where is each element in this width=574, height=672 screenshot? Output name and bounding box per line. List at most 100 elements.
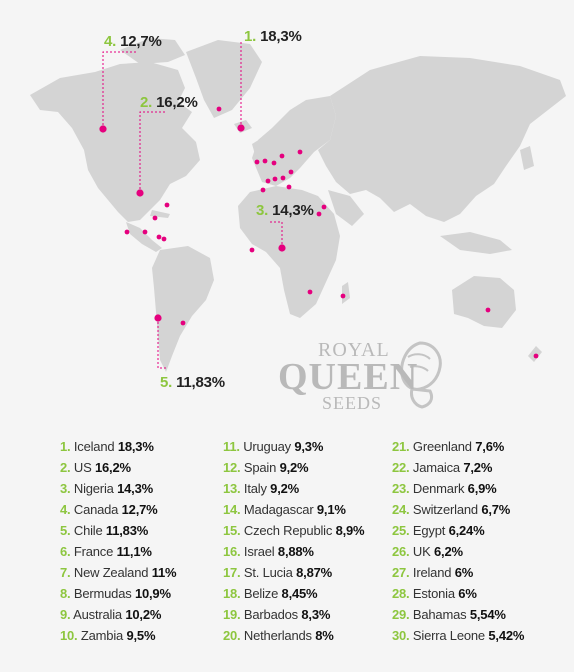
- country-value: 10,9%: [134, 586, 171, 601]
- country-name: Israel: [243, 544, 275, 559]
- country-value: 5,54%: [469, 607, 506, 622]
- ranking-row: 19. Barbados 8,3%: [223, 604, 398, 625]
- top-country-marker: [99, 125, 107, 133]
- rank-number: 2.: [60, 460, 71, 475]
- lion-icon: [400, 341, 442, 409]
- country-name: Belize: [243, 586, 279, 601]
- country-value: 10,2%: [125, 607, 162, 622]
- landmass-japan: [520, 146, 534, 170]
- rank-number: 30.: [392, 628, 410, 643]
- ranking-row: 24. Switzerland 6,7%: [392, 499, 567, 520]
- country-name: Estonia: [412, 586, 455, 601]
- country-marker: [288, 169, 294, 175]
- country-name: Australia: [73, 607, 122, 622]
- callout-chile: 5. 11,83%: [160, 374, 225, 391]
- country-value: 9,1%: [316, 502, 346, 517]
- ranking-row: 9. Australia 10,2%: [60, 604, 235, 625]
- country-name: St. Lucia: [243, 565, 293, 580]
- country-name: Spain: [243, 460, 277, 475]
- country-value: 7,6%: [475, 439, 505, 454]
- callout-value: 18,3%: [260, 28, 302, 45]
- callout-leader-line: [157, 318, 166, 369]
- landmass-africa: [238, 186, 340, 318]
- callout-us: 2. 16,2%: [140, 94, 198, 111]
- rank-number: 25.: [392, 523, 410, 538]
- ranking-row: 23. Denmark 6,9%: [392, 478, 567, 499]
- ranking-row: 17. St. Lucia 8,87%: [223, 562, 398, 583]
- country-value: 6,24%: [448, 523, 485, 538]
- ranking-row: 18. Belize 8,45%: [223, 583, 398, 604]
- country-marker: [265, 178, 271, 184]
- ranking-row: 22. Jamaica 7,2%: [392, 457, 567, 478]
- ranking-row: 26. UK 6,2%: [392, 541, 567, 562]
- ranking-row: 12. Spain 9,2%: [223, 457, 398, 478]
- ranking-row: 25. Egypt 6,24%: [392, 520, 567, 541]
- ranking-row: 29. Bahamas 5,54%: [392, 604, 567, 625]
- ranking-row: 13. Italy 9,2%: [223, 478, 398, 499]
- country-value: 7,2%: [463, 460, 493, 475]
- callout-nigeria: 3. 14,3%: [256, 202, 314, 219]
- callout-value: 12,7%: [120, 33, 162, 50]
- ranking-row: 7. New Zealand 11%: [60, 562, 235, 583]
- rank-number: 19.: [223, 607, 241, 622]
- country-value: 8,88%: [277, 544, 314, 559]
- landmass-greenland: [186, 40, 262, 118]
- callout-rank: 2.: [140, 94, 153, 111]
- landmass-arctic-islands: [120, 38, 185, 64]
- country-marker: [272, 176, 278, 182]
- rank-number: 22.: [392, 460, 410, 475]
- top-country-marker: [237, 124, 245, 132]
- callout-leader-line: [102, 51, 138, 129]
- callout-value: 16,2%: [156, 94, 198, 111]
- ranking-row: 21. Greenland 7,6%: [392, 436, 567, 457]
- country-name: Zambia: [80, 628, 124, 643]
- country-marker: [156, 234, 162, 240]
- country-marker: [249, 247, 255, 253]
- rank-number: 29.: [392, 607, 410, 622]
- country-value: 11,1%: [116, 544, 152, 559]
- ranking-row: 28. Estonia 6%: [392, 583, 567, 604]
- world-map: 1. 18,3% 2. 16,2% 3. 14,3% 4. 12,7% 5. 1…: [30, 28, 566, 413]
- callout-rank: 1.: [244, 28, 257, 45]
- landmass-europe: [252, 96, 336, 186]
- logo-line-2: QUEEN: [278, 356, 419, 398]
- country-marker: [286, 184, 292, 190]
- landmass-south-america: [152, 246, 214, 372]
- country-value: 6,9%: [467, 481, 497, 496]
- country-marker: [297, 149, 303, 155]
- landmasses: [30, 38, 566, 372]
- rank-number: 13.: [223, 481, 241, 496]
- country-name: Bermudas: [73, 586, 132, 601]
- country-marker: [152, 215, 158, 221]
- ranking-row: 10. Zambia 9,5%: [60, 625, 235, 646]
- rank-number: 7.: [60, 565, 71, 580]
- rank-number: 18.: [223, 586, 241, 601]
- country-name: Canada: [73, 502, 119, 517]
- country-value: 8,3%: [301, 607, 331, 622]
- country-name: Bahamas: [412, 607, 467, 622]
- country-value: 11,83%: [105, 523, 149, 538]
- country-name: Czech Republic: [243, 523, 333, 538]
- country-marker: [262, 158, 268, 164]
- ranking-row: 27. Ireland 6%: [392, 562, 567, 583]
- rank-number: 5.: [60, 523, 71, 538]
- rank-number: 4.: [60, 502, 71, 517]
- country-value: 6,7%: [481, 502, 511, 517]
- country-marker: [216, 106, 222, 112]
- ranking-row: 8. Bermudas 10,9%: [60, 583, 235, 604]
- country-marker: [485, 307, 491, 313]
- country-name: Denmark: [412, 481, 465, 496]
- country-name: Nigeria: [73, 481, 114, 496]
- country-value: 14,3%: [117, 481, 153, 496]
- country-marker: [124, 229, 130, 235]
- country-name: Switzerland: [412, 502, 478, 517]
- rank-number: 26.: [392, 544, 410, 559]
- country-value: 12,7%: [121, 502, 158, 517]
- country-name: Ireland: [412, 565, 452, 580]
- country-name: Barbados: [243, 607, 298, 622]
- country-marker: [321, 204, 327, 210]
- callout-leader-line: [139, 111, 165, 193]
- landmass-north-america: [30, 62, 200, 222]
- country-value: 9,2%: [279, 460, 309, 475]
- ranking-row: 4. Canada 12,7%: [60, 499, 235, 520]
